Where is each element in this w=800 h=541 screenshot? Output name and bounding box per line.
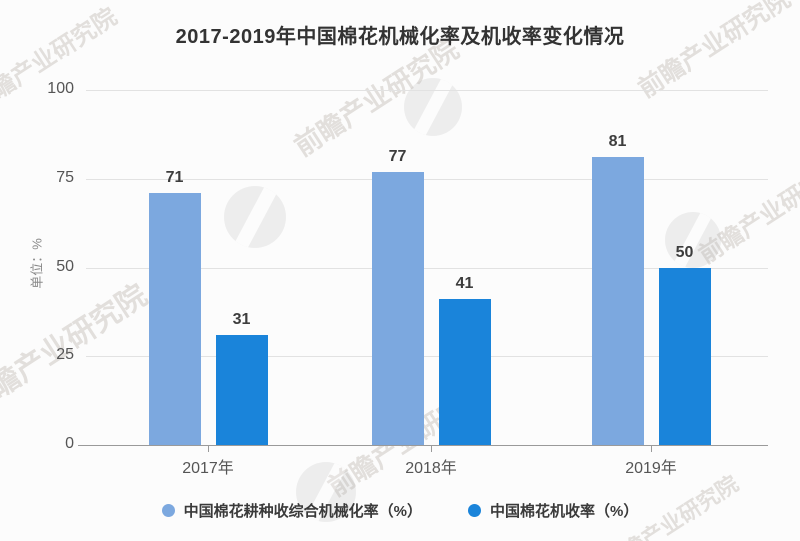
bar-machine-harvest-2018年[interactable] (438, 299, 491, 445)
legend-dot-icon (161, 504, 175, 517)
legend: 中国棉花耕种收综合机械化率（%） 中国棉花机收率（%） (0, 500, 800, 521)
bar-mechanization-2017年[interactable] (148, 192, 201, 445)
x-tick-label-2017年: 2017年 (182, 460, 234, 477)
bar-value-label: 50 (675, 243, 694, 261)
gridline (86, 267, 768, 269)
bar-value-label: 41 (455, 275, 474, 293)
legend-item-mechanization-rate[interactable]: 中国棉花耕种收综合机械化率（%） (161, 500, 422, 521)
bar-value-label: 71 (165, 168, 184, 186)
y-tick-label: 50 (56, 257, 74, 275)
y-tick-label: 100 (47, 80, 74, 97)
y-tick-label: 0 (65, 435, 74, 452)
x-axis-tick (431, 445, 432, 452)
x-tick-label-2019年: 2019年 (625, 460, 677, 477)
x-axis-tick (208, 445, 209, 452)
legend-label: 中国棉花机收率（%） (490, 503, 639, 520)
watermark-logo-icon (224, 186, 286, 248)
x-tick-label-2018年: 2018年 (405, 460, 457, 477)
bar-value-label: 77 (388, 147, 407, 165)
bar-machine-harvest-2019年[interactable] (658, 267, 711, 445)
bar-mechanization-2018年[interactable] (371, 171, 424, 445)
bar-machine-harvest-2017年[interactable] (215, 334, 268, 445)
legend-label: 中国棉花耕种收综合机械化率（%） (183, 503, 422, 520)
watermark-text: 前瞻产业研究院 (0, 3, 122, 118)
y-tick-label: 25 (56, 346, 74, 364)
gridline (86, 178, 768, 180)
legend-item-machine-harvest-rate[interactable]: 中国棉花机收率（%） (468, 500, 638, 521)
gridline (86, 90, 768, 91)
y-tick-label: 75 (56, 168, 74, 186)
watermark-text: 前瞻产业研究院 (0, 278, 154, 421)
x-axis-line (78, 445, 768, 446)
gridline (86, 356, 768, 358)
x-axis-tick (651, 445, 652, 452)
chart-title: 2017-2019年中国棉花机械化率及机收率变化情况 (175, 26, 625, 48)
bar-value-label: 31 (232, 310, 251, 328)
legend-dot-icon (468, 504, 481, 517)
bar-value-label: 81 (608, 133, 627, 151)
watermark-logo-icon (404, 78, 462, 136)
bar-mechanization-2019年[interactable] (591, 157, 644, 445)
